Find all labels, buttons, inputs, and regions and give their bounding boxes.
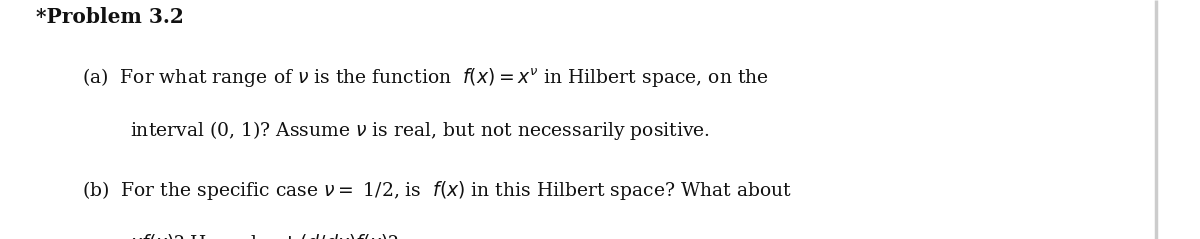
- Text: *Problem 3.2: *Problem 3.2: [36, 7, 184, 27]
- Text: interval (0, 1)? Assume $\nu$ is real, but not necessarily positive.: interval (0, 1)? Assume $\nu$ is real, b…: [130, 120, 709, 142]
- Text: $xf(x)$? How about $(d/dx)f(x)$?: $xf(x)$? How about $(d/dx)f(x)$?: [130, 232, 398, 239]
- Text: (b)  For the specific case $\nu =$ 1/2, is  $f(x)$ in this Hilbert space? What a: (b) For the specific case $\nu =$ 1/2, i…: [82, 179, 792, 202]
- Text: (a)  For what range of $\nu$ is the function  $f(x) = x^{\nu}$ in Hilbert space,: (a) For what range of $\nu$ is the funct…: [82, 67, 768, 90]
